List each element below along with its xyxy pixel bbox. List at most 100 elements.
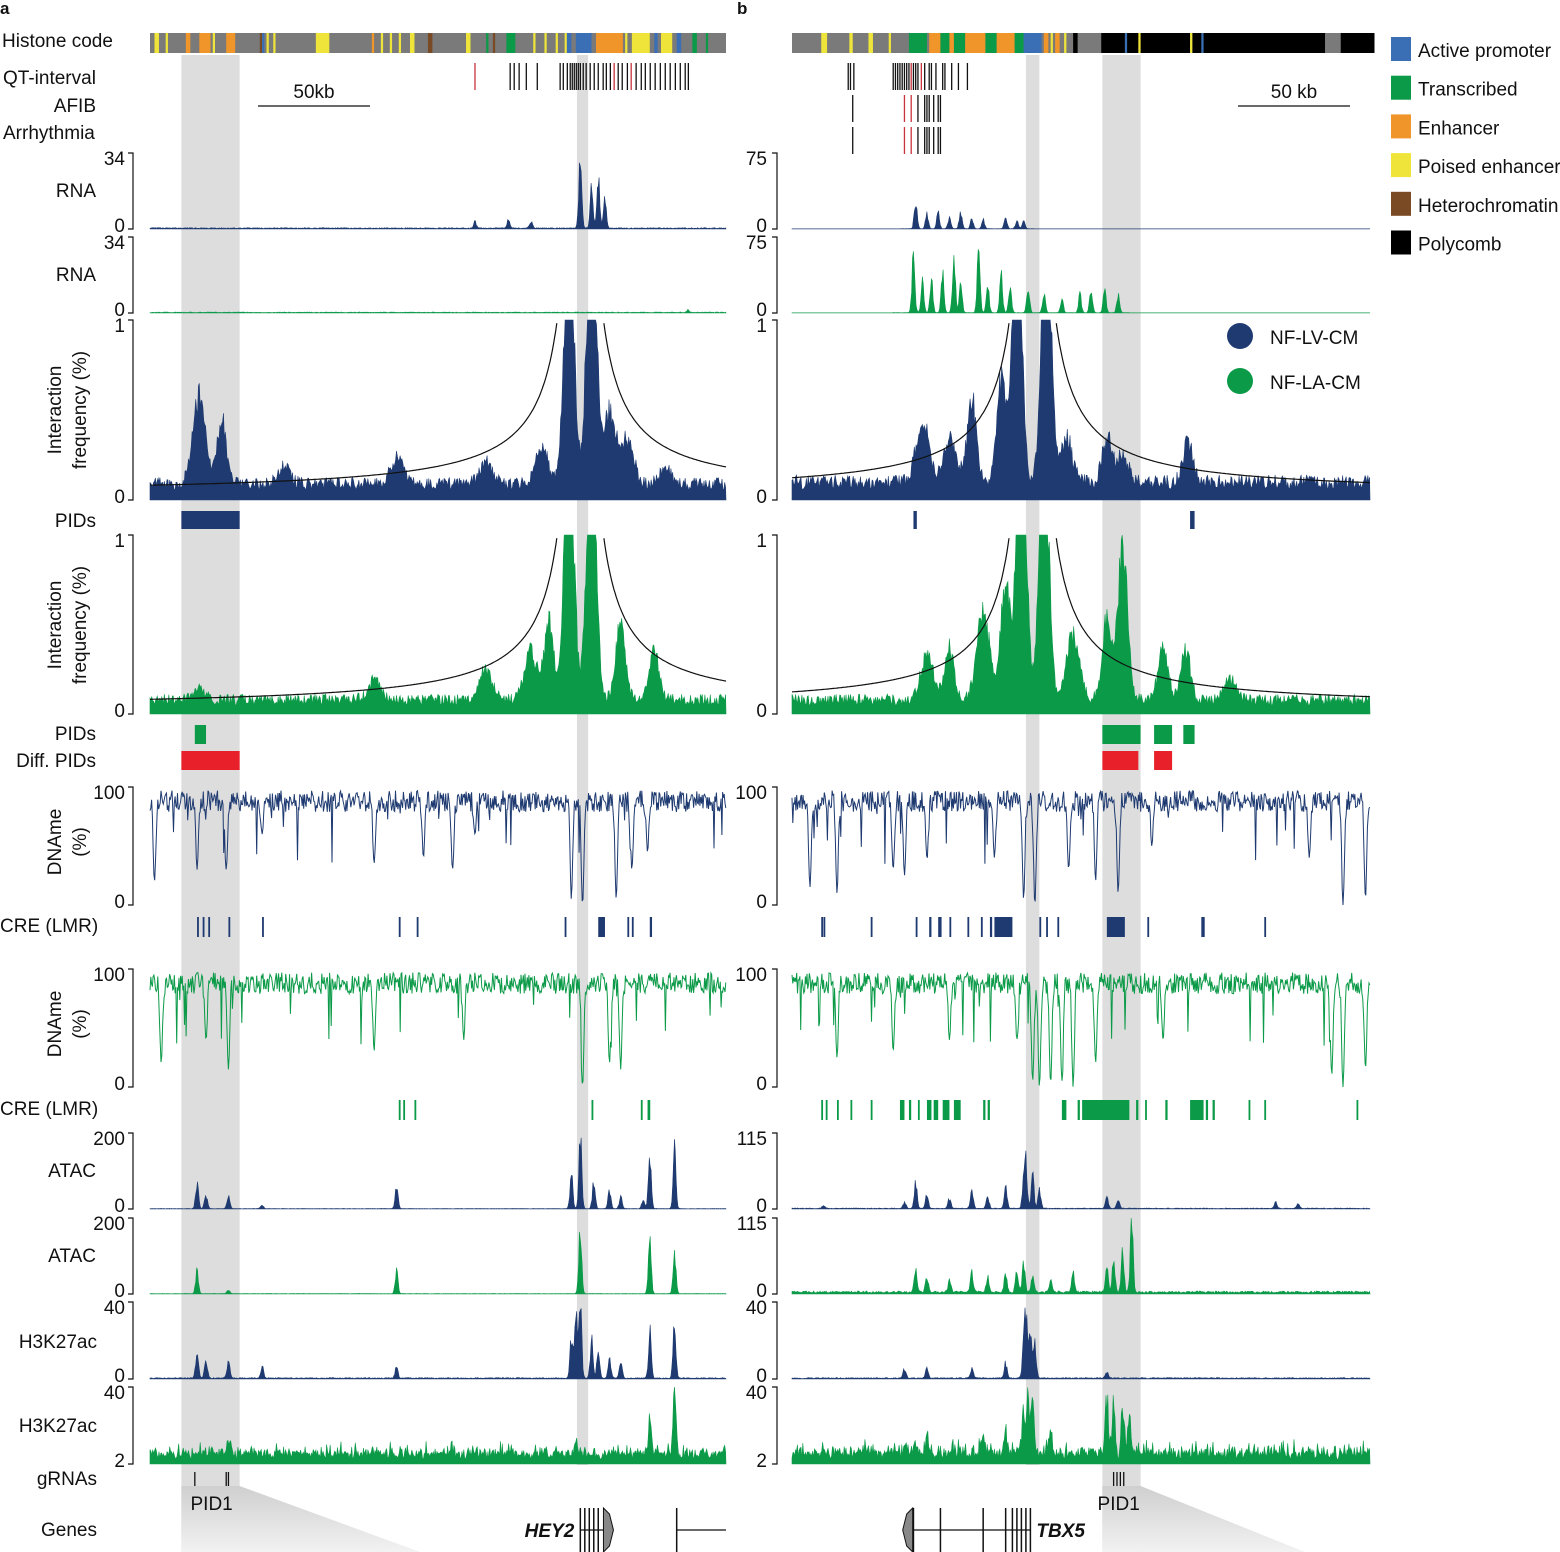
block-mark: [915, 917, 918, 937]
y-tick-label: 0: [756, 892, 767, 913]
block-mark: [1039, 917, 1042, 937]
histone-segment-enhancer: [949, 33, 954, 53]
expected-interaction-curve: [150, 323, 558, 486]
block-mark: [1201, 917, 1205, 937]
y-tick-label: 40: [104, 1383, 125, 1404]
y-axis: [772, 1301, 778, 1380]
methylation-line: [791, 971, 1371, 1088]
legend-label-polycomb: Polycomb: [1418, 235, 1501, 256]
histone-segment-poised: [849, 33, 853, 53]
signal-area: [149, 1386, 727, 1465]
label-cre-lmr: CRE (LMR): [0, 1099, 98, 1120]
label-atac: ATAC: [48, 1161, 96, 1182]
y-axis: [772, 152, 778, 230]
block-mark: [913, 511, 917, 529]
block-mark: [933, 1100, 939, 1120]
histone-segment-heterochromatin: [492, 33, 496, 53]
histone-segment-enhancer: [226, 33, 236, 53]
y-tick-label: 100: [735, 965, 767, 986]
track-pid_lv-b: [913, 511, 1195, 529]
histone-segment-poised: [389, 33, 393, 53]
signal-area: [791, 1307, 1371, 1380]
histone-segment-poised: [868, 33, 873, 53]
block-mark: [1154, 725, 1173, 744]
track-cre_la-a: [398, 1100, 651, 1120]
signal-area: [791, 1217, 1371, 1295]
block-mark: [649, 917, 653, 937]
label-interaction: Interaction: [45, 581, 66, 670]
y-tick-label: 0: [114, 1074, 125, 1095]
signal-area: [149, 534, 727, 715]
block-mark: [1205, 1100, 1209, 1120]
label-pids: PIDs: [55, 724, 96, 745]
block-mark: [1077, 1100, 1080, 1120]
label-interaction-unit: frequency (%): [70, 351, 91, 469]
histone-segment-poised: [380, 33, 384, 53]
y-axis: [772, 1217, 778, 1295]
histone-segment-promoter: [654, 33, 658, 53]
block-mark: [823, 917, 826, 937]
zoom-wedge: [1102, 1486, 1305, 1552]
scale-bar-label: 50kb: [293, 82, 334, 103]
block-mark: [953, 1100, 961, 1120]
highlight-band: [1025, 55, 1040, 1465]
block-mark: [967, 917, 970, 937]
block-mark: [1264, 1100, 1267, 1120]
track-atac_lv-b: 115 0: [737, 1129, 1371, 1217]
histone-segment-enhancer: [371, 33, 375, 53]
legend-label-promoter: Active promoter: [1418, 41, 1552, 62]
signal-area: [791, 1150, 1371, 1210]
methylation-line: [149, 971, 727, 1084]
gene-model: [675, 1508, 726, 1552]
histone-segment-promoter: [1023, 33, 1042, 53]
gene-model: HEY2: [525, 1506, 614, 1552]
histone-segment-transcribed: [953, 33, 966, 53]
label-rna: RNA: [56, 181, 96, 202]
histone-segment-poised: [466, 33, 471, 53]
block-mark: [1082, 1100, 1130, 1120]
legend-swatch-polycomb: [1391, 230, 1411, 255]
y-tick-label: 100: [93, 783, 125, 804]
y-tick-label: 0: [756, 1074, 767, 1095]
label-pids: PIDs: [55, 511, 96, 532]
histone-segment-polycomb: [1101, 33, 1191, 53]
label-arrhythmia: Arrhythmia: [3, 123, 95, 144]
track-dname_la-b: 100 0: [735, 965, 1371, 1095]
block-mark: [926, 1100, 932, 1120]
y-tick-label: 0: [756, 1366, 767, 1387]
y-tick-label: 1: [756, 531, 767, 552]
histone-segment-transcribed: [985, 33, 997, 53]
histone-segment-transcribed: [908, 33, 927, 53]
block-mark: [398, 1100, 401, 1120]
y-axis: [772, 1132, 778, 1210]
expected-interaction-curve: [1055, 323, 1370, 484]
block-mark: [983, 1100, 986, 1120]
block-mark: [1165, 1100, 1168, 1120]
histone-segment-promoter: [566, 33, 572, 53]
signal-area: [791, 1387, 1371, 1465]
track-int_la-a: 10: [114, 531, 727, 722]
y-tick-label: 0: [756, 701, 767, 722]
histone-segment-promoter: [1124, 33, 1128, 53]
block-mark: [1061, 1100, 1067, 1120]
histone-segment-poised: [1138, 33, 1141, 53]
track-diff-a: [181, 751, 240, 770]
block-mark: [1057, 917, 1060, 937]
legend-swatch-promoter: [1391, 37, 1411, 61]
label-atac: ATAC: [48, 1246, 96, 1267]
block-mark: [1145, 1100, 1147, 1120]
histone-segment-poised: [212, 33, 215, 53]
block-mark: [1356, 1100, 1359, 1120]
y-tick-label: 40: [746, 1383, 767, 1404]
y-tick-label: 1: [114, 531, 125, 552]
block-mark: [821, 917, 824, 937]
block-mark: [1102, 725, 1141, 744]
y-tick-label: 0: [114, 487, 125, 508]
pid1-label: PID1: [191, 1494, 233, 1515]
gene-tss-arrow: [602, 1506, 614, 1552]
y-tick-label: 75: [746, 149, 767, 170]
track-dname_lv-b: 100 0: [735, 783, 1371, 913]
